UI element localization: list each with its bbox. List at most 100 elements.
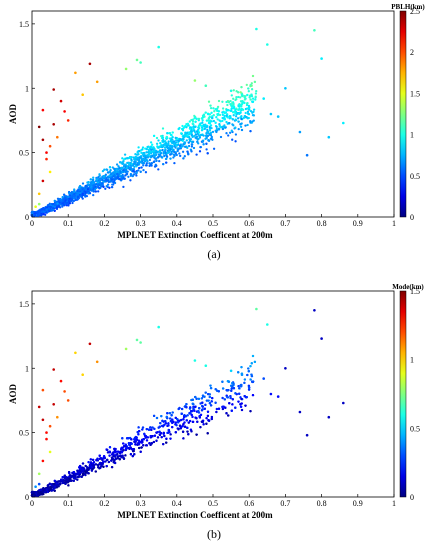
scatter-point: [209, 132, 212, 135]
scatter-point: [276, 115, 280, 118]
scatter-point: [250, 121, 253, 124]
scatter-point: [214, 108, 217, 111]
scatter-point: [207, 100, 211, 103]
scatter-point: [197, 131, 201, 134]
scatter-point: [61, 204, 64, 207]
scatter-point: [171, 135, 174, 139]
scatter-point: [200, 397, 204, 400]
scatter-point: [176, 149, 179, 153]
scatter-point: [327, 135, 331, 139]
scatter-point: [168, 411, 172, 415]
scatter-point: [243, 98, 247, 101]
scatter-point: [143, 432, 146, 436]
scatter-point: [107, 180, 111, 184]
scatter-point: [112, 171, 115, 174]
scatter-point: [64, 201, 67, 204]
scatter-point: [247, 108, 251, 111]
scatter-point: [96, 181, 100, 184]
scatter-point: [171, 425, 174, 429]
scatter-point: [55, 206, 58, 209]
scatter-point: [195, 137, 198, 140]
scatter-point: [48, 144, 52, 148]
scatter-point: [78, 185, 82, 188]
scatter-point: [199, 124, 202, 127]
scatter-point: [205, 142, 208, 145]
scatter-point: [89, 181, 93, 184]
scatter-point: [225, 114, 228, 117]
scatter-point: [250, 88, 254, 91]
scatter-point: [219, 120, 222, 123]
scatter-point: [68, 194, 72, 197]
scatter-point: [64, 196, 67, 200]
scatter-point: [194, 115, 197, 119]
scatter-point: [247, 87, 250, 90]
scatter-point: [136, 150, 139, 154]
scatter-point: [342, 121, 345, 125]
scatter-point: [90, 186, 93, 189]
scatter-point: [80, 195, 83, 199]
scatter-point: [241, 99, 244, 103]
scatter-point: [208, 115, 211, 119]
scatter-point: [128, 156, 132, 160]
scatter-point: [203, 127, 206, 130]
scatter-point: [80, 187, 83, 190]
scatter-point: [165, 416, 168, 419]
x-tick-label: 0.5: [208, 219, 218, 228]
scatter-point: [105, 184, 108, 188]
scatter-point: [42, 210, 46, 214]
scatter-point: [190, 413, 193, 417]
scatter-point: [205, 422, 208, 425]
scatter-point: [149, 150, 152, 153]
panel-b: 0 0.1 0.2 0.3 0.4 0.5 0.6 0.7 0.8 0.9 100.511.5MPL…: [8, 283, 424, 541]
scatter-point: [149, 141, 153, 144]
scatter-point: [186, 131, 189, 134]
scatter-point: [129, 174, 133, 177]
scatter-point: [152, 160, 156, 164]
scatter-point: [95, 178, 99, 181]
scatter-point: [94, 470, 97, 473]
scatter-point: [251, 393, 255, 397]
scatter-point: [129, 453, 133, 456]
scatter-point: [183, 125, 187, 128]
scatter-point: [71, 191, 74, 195]
scatter-point: [116, 175, 120, 178]
scatter-point: [246, 107, 249, 110]
scatter-point: [204, 111, 207, 114]
scatter-point: [190, 133, 193, 137]
scatter-point: [221, 116, 224, 120]
scatter-point: [179, 154, 182, 158]
scatter-point: [37, 202, 41, 206]
scatter-point: [199, 122, 202, 125]
scatter-point: [166, 151, 169, 155]
scatter-point: [251, 113, 255, 117]
scatter-point: [231, 123, 234, 126]
scatter-point: [206, 432, 209, 435]
scatter-point: [163, 423, 166, 426]
scatter-point: [66, 197, 69, 200]
scatter-point: [110, 185, 114, 189]
scatter-point: [52, 88, 55, 91]
scatter-point: [177, 139, 180, 142]
scatter-point: [40, 208, 44, 211]
scatter-point: [234, 133, 238, 136]
scatter-point: [137, 146, 140, 149]
scatter-point: [213, 110, 216, 113]
scatter-point: [216, 118, 219, 121]
scatter-point: [240, 365, 243, 369]
scatter-point: [48, 482, 51, 485]
y-axis-label: AOD: [8, 104, 18, 125]
scatter-point: [47, 207, 50, 210]
scatter-point: [165, 155, 169, 158]
scatter-point: [199, 145, 202, 149]
scatter-point: [186, 150, 189, 153]
scatter-point: [78, 191, 82, 195]
scatter-point: [92, 186, 96, 189]
scatter-point: [138, 446, 141, 450]
scatter-point: [144, 156, 147, 159]
scatter-point: [98, 467, 101, 470]
scatter-point: [99, 179, 102, 182]
scatter-point: [205, 148, 208, 151]
scatter-point: [234, 392, 237, 395]
scatter-point: [187, 433, 190, 436]
